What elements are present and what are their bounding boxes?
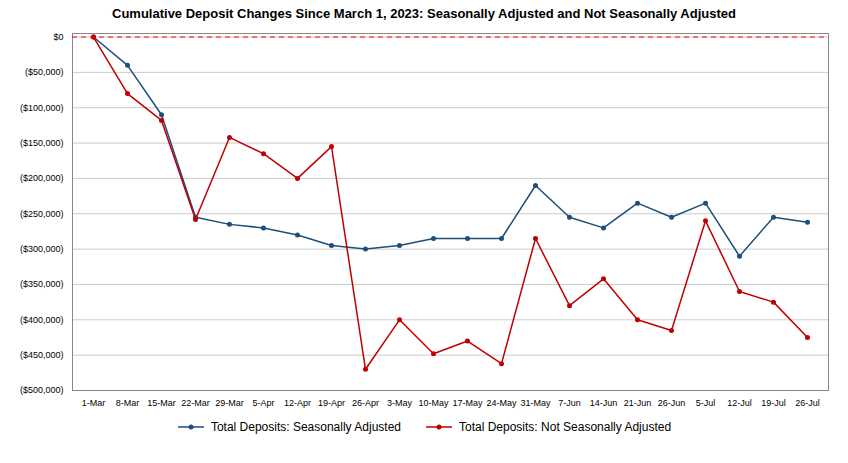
svg-text:26-Jun: 26-Jun xyxy=(658,398,686,408)
svg-text:17-May: 17-May xyxy=(452,398,483,408)
svg-text:12-Jul: 12-Jul xyxy=(727,398,752,408)
svg-text:$0: $0 xyxy=(53,32,63,42)
svg-text:26-Apr: 26-Apr xyxy=(352,398,379,408)
svg-text:19-Apr: 19-Apr xyxy=(318,398,345,408)
svg-text:($300,000): ($300,000) xyxy=(20,244,64,254)
svg-text:8-Mar: 8-Mar xyxy=(116,398,140,408)
html-text:Cumulative Deposit Changes Sin: Cumulative Deposit Changes Since March 1… xyxy=(112,6,736,21)
svg-text:31-May: 31-May xyxy=(520,398,551,408)
svg-text:($400,000): ($400,000) xyxy=(20,315,64,325)
svg-text:24-May: 24-May xyxy=(486,398,517,408)
svg-text:3-May: 3-May xyxy=(387,398,413,408)
svg-text:29-Mar: 29-Mar xyxy=(215,398,244,408)
svg-text:19-Jul: 19-Jul xyxy=(761,398,786,408)
svg-text:15-Mar: 15-Mar xyxy=(147,398,176,408)
html-text:Total Deposits: Seasonally Adj: Total Deposits: Seasonally Adjusted xyxy=(210,420,401,434)
svg-text:($500,000): ($500,000) xyxy=(20,385,64,395)
svg-text:14-Jun: 14-Jun xyxy=(590,398,618,408)
svg-text:($50,000): ($50,000) xyxy=(25,67,64,77)
svg-text:($250,000): ($250,000) xyxy=(20,209,64,219)
svg-text:($200,000): ($200,000) xyxy=(20,173,64,183)
svg-text:7-Jun: 7-Jun xyxy=(558,398,581,408)
svg-text:22-Mar: 22-Mar xyxy=(181,398,210,408)
svg-text:5-Jul: 5-Jul xyxy=(696,398,716,408)
svg-text:5-Apr: 5-Apr xyxy=(252,398,274,408)
svg-text:10-May: 10-May xyxy=(418,398,449,408)
html-text:Total Deposits: Not Seasonally: Total Deposits: Not Seasonally Adjusted xyxy=(459,420,672,434)
svg-text:21-Jun: 21-Jun xyxy=(624,398,652,408)
svg-text:($350,000): ($350,000) xyxy=(20,279,64,289)
svg-text:($150,000): ($150,000) xyxy=(20,138,64,148)
svg-text:12-Apr: 12-Apr xyxy=(284,398,311,408)
svg-text:($100,000): ($100,000) xyxy=(20,103,64,113)
svg-text:1-Mar: 1-Mar xyxy=(82,398,106,408)
svg-text:($450,000): ($450,000) xyxy=(20,350,64,360)
svg-text:26-Jul: 26-Jul xyxy=(795,398,820,408)
